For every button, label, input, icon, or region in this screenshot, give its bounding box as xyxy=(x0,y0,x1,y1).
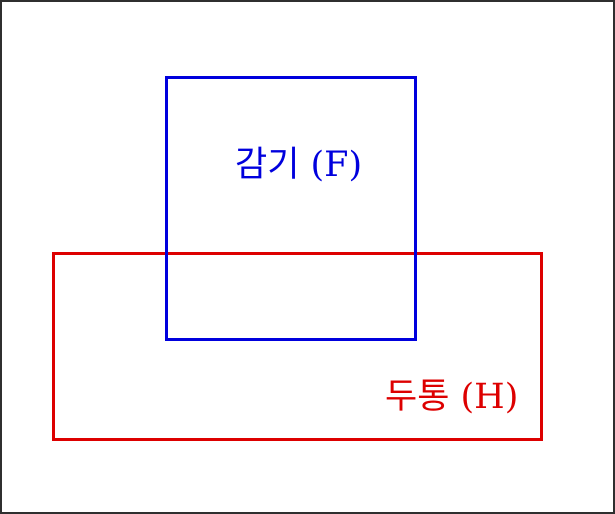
set-f-label: 감기 (F) xyxy=(235,145,363,185)
set-h-label: 두통 (H) xyxy=(385,377,519,417)
set-f-rectangle xyxy=(165,76,417,341)
set-h-rectangle xyxy=(52,252,543,441)
